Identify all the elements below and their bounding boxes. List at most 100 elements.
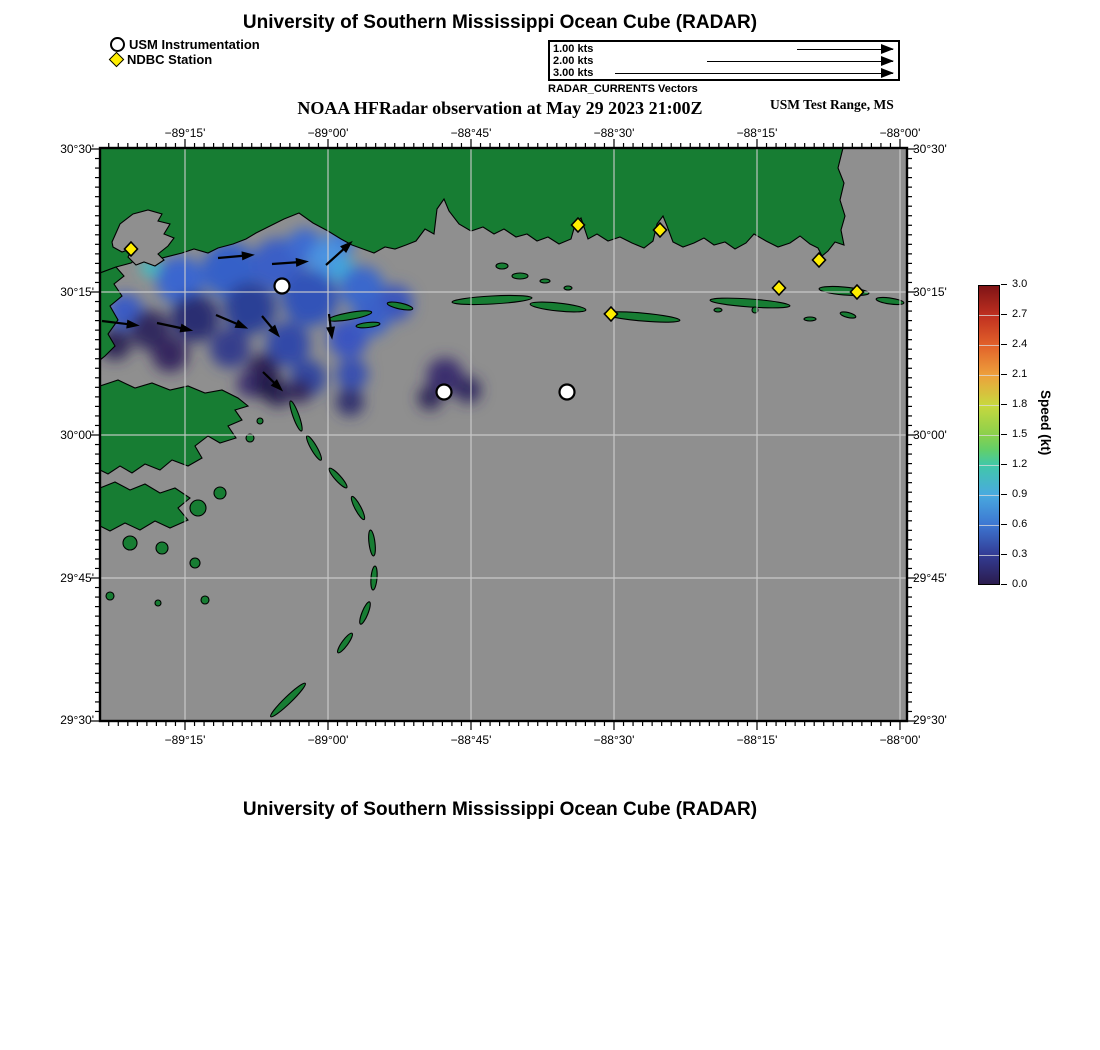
speed-patch [152,336,188,372]
current-vector-shaft [101,319,130,326]
marsh-islet [189,557,201,569]
colorbar-tick [1001,374,1007,376]
colorbar-tick [1001,584,1007,586]
colorbar-tick-label: 0.3 [1012,548,1028,560]
current-vector-shaft [262,371,277,386]
vector-legend-caption: RADAR_CURRENTS Vectors [548,83,698,95]
marsh-islet [189,499,207,517]
current-vector-head [234,319,249,329]
ndbc-station-icon [108,51,125,68]
current-vector-shaft [217,254,245,260]
speed-patch [340,266,384,310]
x-axis-label-bottom: −88°30' [593,733,635,747]
y-axis-label-left: 30°00' [60,428,94,442]
chandeleur-island [368,529,376,557]
figure-title-bottom: University of Southern Mississippi Ocean… [242,799,758,820]
current-vector-head [326,326,336,340]
small-island [200,595,210,605]
vector-scale-arrow-icon [797,44,894,55]
colorbar-tick-label: 0.0 [1012,578,1028,590]
y-axis-label-right: 29°30' [913,713,947,727]
colorbar-tick-label: 2.7 [1012,308,1028,320]
colorbar-gridline [979,374,999,376]
x-axis-label-bottom: −88°00' [879,733,921,747]
y-axis-label-right: 30°30' [913,142,947,156]
colorbar-tick [1001,404,1007,406]
ndbc-station-marker [652,221,668,239]
y-axis-label-left: 30°15' [60,285,94,299]
land-marsh [100,266,125,361]
colorbar-tick-label: 1.5 [1012,428,1028,440]
colorbar-tick [1001,494,1007,496]
land-marsh [100,379,250,475]
ndbc-station-marker [849,283,865,301]
vector-scale-row: 1.00 kts [550,43,898,55]
speed-patch [171,294,219,342]
speed-patch [210,328,250,368]
colorbar-tick-label: 2.1 [1012,368,1028,380]
current-vectors [101,240,353,392]
speed-patch [455,377,481,403]
legend-row-usm: USM Instrumentation [110,37,260,52]
current-vector-shaft [271,261,300,266]
vector-scale-label: 3.00 kts [553,67,594,79]
legend-ndbc-label: NDBC Station [127,52,213,67]
y-axis-label-right: 29°45' [913,571,947,585]
x-axis-label-top: −88°45' [450,126,492,140]
arrowhead-icon [881,44,894,55]
y-axis-label-left: 29°45' [60,571,94,585]
y-axis-label-right: 30°15' [913,285,947,299]
arrowhead-icon [881,56,894,67]
vector-scale-arrow-icon [707,56,894,67]
colorbar-tick [1001,554,1007,556]
chandeleur-island [350,495,366,521]
speed-patch [336,388,364,416]
speed-patch [254,372,282,400]
barrier-island [451,294,533,306]
marsh-islet [213,486,227,500]
speed-patch [427,358,463,394]
small-island [105,591,115,601]
current-vector-shaft [325,246,347,266]
map-border [98,146,909,723]
ndbc-station-marker [123,240,139,258]
x-axis-label-top: −88°15' [736,126,778,140]
ndbc-station-marker [603,305,619,323]
chandeleur-island [336,632,354,654]
y-axis-label-right: 30°00' [913,428,947,442]
current-vector-shaft [261,315,275,331]
speed-patch [282,270,338,326]
current-speed-field [100,228,481,416]
x-axis-label-bottom: −89°00' [307,733,349,747]
graticule [100,148,907,721]
speed-patch [288,379,312,403]
colorbar-gridline [979,554,999,556]
island [511,272,529,280]
current-vector-head [126,319,140,329]
x-axis-label-bottom: −89°15' [164,733,206,747]
colorbar-tick [1001,284,1007,286]
figure-title-top: University of Southern Mississippi Ocean… [242,12,758,33]
colorbar-axis-label: Speed (kt) [1038,390,1053,456]
legend-row-ndbc: NDBC Station [108,51,260,68]
current-vector-shaft [215,313,240,326]
island [713,307,723,313]
arrowhead-icon [881,68,894,79]
barrier-island [875,296,905,306]
land-marsh [100,481,191,532]
marsh-islet [122,535,138,551]
usm-instrument-marker [273,277,291,295]
barrier-island [709,297,791,309]
x-axis-label-top: −89°15' [164,126,206,140]
colorbar-tick [1001,434,1007,436]
vector-scale-label: 2.00 kts [553,55,594,67]
colorbar-gridline [979,404,999,406]
chandeleur-island [328,467,348,489]
colorbar-gridline [979,464,999,466]
speed-patch [336,358,368,390]
x-axis-label-top: −89°00' [307,126,349,140]
marsh-islet [256,417,264,425]
vector-scale-label: 1.00 kts [553,43,594,55]
vector-scale-row: 2.00 kts [550,55,898,67]
barrier-island [529,301,587,313]
